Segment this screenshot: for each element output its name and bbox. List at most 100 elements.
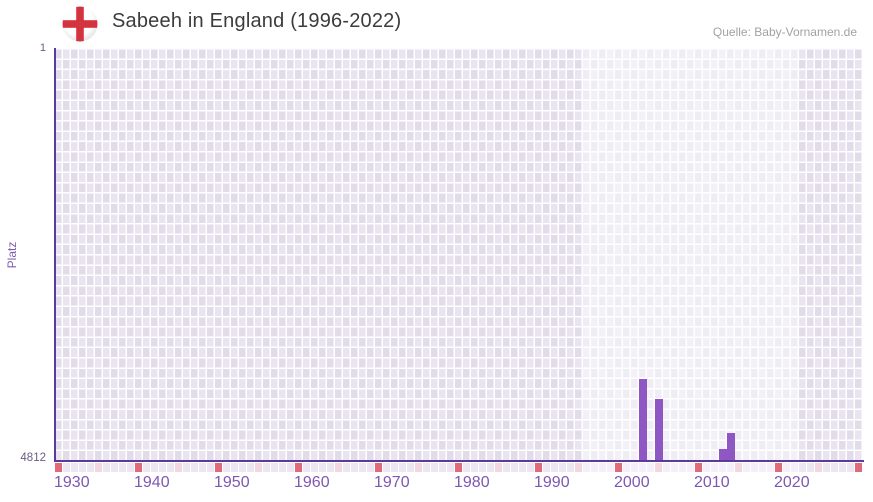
strip-cell [511,463,518,472]
strip-cell [767,463,774,472]
strip-half-decade-mark [415,463,422,472]
strip-cell [143,463,150,472]
strip-half-decade-mark [95,463,102,472]
x-tick-label-1940: 1940 [134,474,170,491]
strip-cell [727,463,734,472]
strip-decade-mark [615,463,622,472]
st-george-cross [62,6,98,42]
x-tick-label-1950: 1950 [214,474,250,491]
x-tick-label-1990: 1990 [534,474,570,491]
strip-cell [199,463,206,472]
strip-half-decade-mark [575,463,582,472]
bar-2014[interactable] [727,433,735,460]
x-tick-label-1930: 1930 [54,474,90,491]
strip-cell [783,463,790,472]
strip-cell [631,463,638,472]
strip-cell [343,463,350,472]
strip-cell [663,463,670,472]
strip-cell [431,463,438,472]
england-flag-icon [62,6,98,42]
bar-2003[interactable] [639,379,647,460]
strip-cell [567,463,574,472]
strip-half-decade-mark [735,463,742,472]
strip-cell [191,463,198,472]
strip-cell [263,463,270,472]
strip-decade-mark [215,463,222,472]
x-axis-labels: 1930 1940 1950 1960 1970 1980 1990 2000 2010 2020 [0,474,873,494]
strip-decade-mark [455,463,462,472]
strip-cell [743,463,750,472]
strip-cell [519,463,526,472]
x-tick-label-2020: 2020 [774,474,810,491]
strip-cell [239,463,246,472]
strip-cell [351,463,358,472]
strip-cell [183,463,190,472]
strip-cell [583,463,590,472]
strip-decade-mark [775,463,782,472]
strip-cell [287,463,294,472]
strip-decade-mark [375,463,382,472]
strip-decade-mark [535,463,542,472]
y-tick-bottom: 4812 [20,452,46,464]
y-tick-top: 1 [39,42,46,54]
plot-area [55,48,863,460]
strip-cell [447,463,454,472]
strip-half-decade-mark [175,463,182,472]
bar-2005[interactable] [655,399,663,460]
x-tick-label-2010: 2010 [694,474,730,491]
strip-cell [127,463,134,472]
strip-half-decade-mark [335,463,342,472]
strip-cell [471,463,478,472]
strip-cell [639,463,646,472]
strip-cell [823,463,830,472]
strip-cell [367,463,374,472]
strip-half-decade-mark [655,463,662,472]
x-axis-line [54,460,864,462]
strip-cell [799,463,806,472]
tick-strip [55,463,863,472]
strip-decade-mark [55,463,62,472]
strip-cell [71,463,78,472]
strip-cell [439,463,446,472]
x-tick-label-1960: 1960 [294,474,330,491]
strip-cell [423,463,430,472]
strip-cell [719,463,726,472]
strip-cell [167,463,174,472]
source-label: Quelle: Baby-Vornamen.de [712,25,857,39]
strip-cell [359,463,366,472]
strip-cell [551,463,558,472]
strip-cell [751,463,758,472]
strip-cell [703,463,710,472]
chart-title: Sabeeh in England (1996-2022) [112,10,402,32]
strip-decade-mark [295,463,302,472]
bar-2013[interactable] [719,448,727,460]
x-tick-label-1980: 1980 [454,474,490,491]
strip-cell [463,463,470,472]
strip-cell [711,463,718,472]
strip-cell [319,463,326,472]
strip-cell [591,463,598,472]
strip-cell [87,463,94,472]
strip-cell [759,463,766,472]
strip-cell [527,463,534,472]
strip-cell [231,463,238,472]
strip-cell [63,463,70,472]
strip-cell [119,463,126,472]
strip-cell [503,463,510,472]
strip-half-decade-mark [815,463,822,472]
strip-cell [207,463,214,472]
y-axis-line [54,48,56,462]
strip-cell [223,463,230,472]
strip-cell [543,463,550,472]
strip-cell [103,463,110,472]
strip-cell [599,463,606,472]
strip-cell [839,463,846,472]
strip-cell [279,463,286,472]
strip-cell [111,463,118,472]
strip-half-decade-mark [495,463,502,472]
strip-cell [487,463,494,472]
strip-cell [151,463,158,472]
data-range-highlight [583,48,799,460]
strip-cell [671,463,678,472]
